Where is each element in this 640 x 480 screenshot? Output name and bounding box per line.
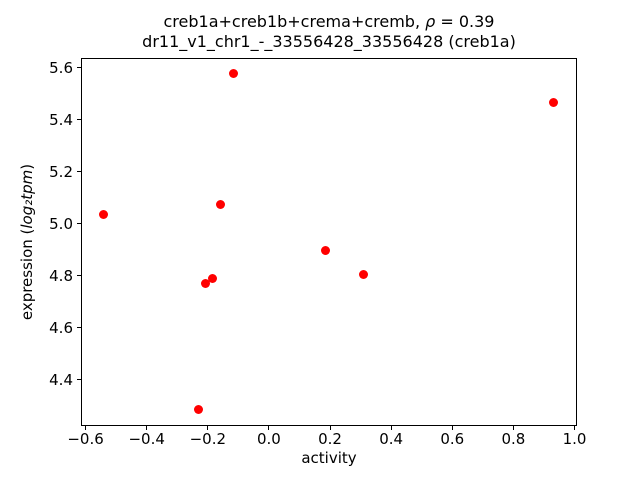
x-tick-label: 0.2: [318, 430, 342, 448]
x-tick-label: −0.6: [67, 430, 104, 448]
title-rho-symbol: ρ: [425, 12, 436, 31]
x-tick-mark: [207, 426, 209, 430]
data-point: [320, 246, 330, 256]
y-tick-mark: [77, 223, 81, 225]
y-tick-mark: [77, 275, 81, 277]
plot-area: [81, 58, 577, 426]
y-tick-mark: [77, 379, 81, 381]
x-tick-mark: [85, 426, 87, 430]
x-tick-mark: [451, 426, 453, 430]
y-tick-label: 5.4: [49, 110, 73, 129]
data-point: [549, 97, 559, 107]
y-tick-label: 4.4: [49, 370, 73, 389]
x-tick-mark: [268, 426, 270, 430]
x-tick-label: −0.4: [128, 430, 165, 448]
data-point: [215, 199, 225, 209]
data-point: [228, 69, 238, 79]
y-tick-mark: [77, 327, 81, 329]
y-tick-label: 4.6: [49, 318, 73, 337]
x-tick-label: 0.8: [501, 430, 526, 448]
data-point: [359, 269, 369, 279]
y-tick-label: 5.0: [49, 214, 73, 233]
x-tick-label: 0.0: [257, 430, 281, 448]
x-tick-mark: [574, 426, 576, 430]
x-tick-label: 0.4: [379, 430, 404, 448]
title-text-post: = 0.39: [435, 12, 495, 31]
y-tick-mark: [77, 171, 81, 173]
x-axis-label: activity: [301, 449, 357, 467]
y-tick-label: 5.2: [49, 162, 73, 181]
chart-title: creb1a+creb1b+crema+cremb, ρ = 0.39 dr11…: [81, 12, 577, 52]
data-point: [99, 210, 109, 220]
chart-subtitle: dr11_v1_chr1_-_33556428_33556428 (creb1a…: [142, 32, 516, 51]
data-point: [200, 278, 210, 288]
y-tick-mark: [77, 119, 81, 121]
chart-title-line1: creb1a+creb1b+crema+cremb, ρ = 0.39: [81, 12, 577, 32]
data-point: [207, 273, 217, 283]
x-tick-label: 0.6: [440, 430, 465, 448]
x-tick-mark: [390, 426, 392, 430]
x-tick-mark: [512, 426, 514, 430]
x-tick-mark: [329, 426, 331, 430]
x-tick-label: 1.0: [562, 430, 587, 448]
data-point: [194, 405, 204, 415]
y-tick-label: 5.6: [49, 58, 73, 77]
x-tick-mark: [146, 426, 148, 430]
y-tick-mark: [77, 67, 81, 69]
y-tick-label: 4.8: [49, 266, 73, 285]
x-tick-label: −0.2: [189, 430, 227, 448]
y-axis-label: expression (log₂tpm): [18, 164, 36, 320]
title-text-pre: creb1a+creb1b+crema+cremb,: [163, 12, 426, 31]
